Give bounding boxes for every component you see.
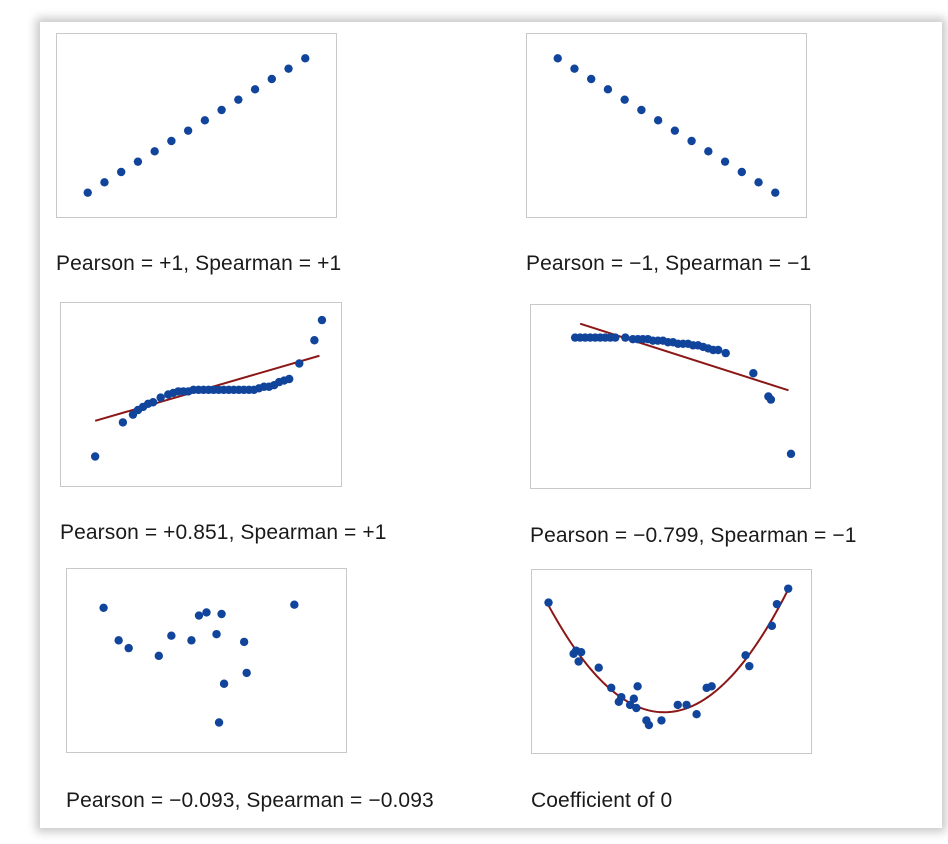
data-point (704, 147, 713, 156)
data-point (720, 157, 730, 166)
chart-caption-1: Pearson = +1, Spearman = +1 (56, 252, 342, 275)
data-point (544, 598, 553, 607)
data-point (771, 188, 780, 197)
chart-panel-6 (531, 569, 812, 754)
data-point (707, 682, 716, 691)
data-point (83, 188, 92, 197)
data-point (653, 116, 663, 125)
data-point (183, 126, 193, 135)
data-point (267, 74, 276, 84)
data-point (234, 95, 243, 104)
data-point (301, 54, 310, 63)
data-point (682, 700, 691, 710)
data-point (607, 683, 616, 693)
chart-caption-2: Pearson = −1, Spearman = −1 (526, 252, 812, 275)
data-point (574, 657, 583, 666)
chart-panel-2 (526, 33, 807, 218)
data-point (90, 452, 100, 461)
data-point (741, 651, 750, 660)
data-point (570, 64, 579, 73)
chart-panel-4 (530, 304, 811, 489)
data-point (713, 345, 723, 355)
data-point (553, 54, 562, 63)
data-point (629, 694, 639, 703)
data-point (150, 147, 159, 156)
chart-panel-3 (60, 302, 342, 487)
data-point (786, 449, 796, 459)
data-point (117, 167, 126, 177)
data-point (214, 718, 224, 727)
data-point (219, 679, 229, 688)
chart-plot-4 (570, 322, 796, 459)
data-point (124, 643, 133, 653)
chart-caption-6: Coefficient of 0 (531, 789, 673, 812)
chart-plot-5 (99, 600, 299, 727)
figure-frame: Pearson = +1, Spearman = +1 Pearson = −1… (40, 22, 942, 828)
data-point (670, 126, 680, 135)
data-point (687, 136, 696, 146)
data-point (118, 418, 128, 427)
data-point (285, 374, 294, 384)
data-point (167, 631, 176, 640)
data-point (749, 369, 758, 378)
data-point (99, 603, 108, 612)
chart-caption-5: Pearson = −0.093, Spearman = −0.093 (66, 789, 434, 812)
data-point (692, 710, 701, 719)
data-point (187, 636, 196, 645)
data-point (745, 661, 754, 671)
data-point (217, 105, 226, 115)
data-point (594, 663, 603, 672)
data-point (784, 584, 793, 593)
data-point (290, 600, 299, 609)
chart-plot-2 (553, 54, 780, 197)
data-point (295, 359, 304, 368)
data-point (217, 609, 226, 619)
data-point (212, 629, 221, 639)
data-point (721, 348, 730, 358)
data-point (310, 336, 319, 345)
chart-plot-3 (90, 315, 327, 461)
data-point (154, 651, 164, 661)
data-point (737, 167, 746, 177)
chart-caption-3: Pearson = +0.851, Spearman = +1 (60, 521, 387, 544)
chart-panel-1 (56, 33, 337, 218)
data-point (625, 700, 635, 710)
data-point (156, 393, 165, 402)
chart-plot-6 (544, 584, 793, 730)
chart-plot-1 (83, 54, 310, 197)
data-point (200, 116, 210, 125)
data-point (620, 95, 629, 104)
data-point (754, 178, 763, 187)
data-point (611, 333, 620, 342)
chart-panel-5 (66, 568, 347, 753)
chart-caption-4: Pearson = −0.799, Spearman = −1 (530, 524, 857, 547)
data-point (621, 333, 630, 342)
data-point (632, 703, 641, 713)
data-point (133, 157, 143, 166)
data-point (284, 64, 293, 73)
data-point (766, 395, 776, 404)
data-point (767, 621, 777, 631)
data-point (242, 668, 251, 678)
data-point (673, 700, 682, 710)
data-point (633, 682, 642, 691)
data-point (772, 599, 782, 609)
data-point (250, 85, 260, 94)
data-point (194, 611, 204, 620)
data-point (657, 716, 666, 725)
data-point (644, 720, 654, 730)
data-point (167, 136, 176, 146)
data-point (239, 637, 249, 647)
data-point (202, 608, 211, 617)
data-point (603, 85, 613, 94)
data-point (637, 105, 646, 115)
data-point (576, 648, 586, 657)
data-point (114, 636, 123, 645)
data-point (100, 178, 109, 187)
data-point (317, 315, 327, 325)
data-point (148, 398, 158, 407)
data-point (617, 692, 626, 702)
data-point (587, 74, 596, 84)
